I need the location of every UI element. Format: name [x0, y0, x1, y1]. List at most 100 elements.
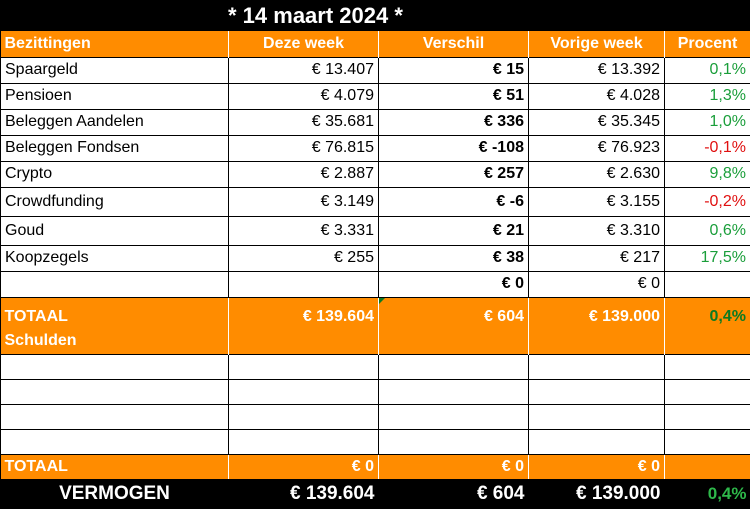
header-difference[interactable]: Verschil	[379, 31, 529, 57]
assets-total-last-week[interactable]: € 139.000	[529, 297, 665, 328]
asset-percent[interactable]: 1,0%	[665, 109, 750, 135]
asset-name[interactable]: Pensioen	[1, 83, 229, 109]
asset-this-week[interactable]: € 255	[229, 245, 379, 271]
debt-cell[interactable]	[379, 379, 529, 404]
sheet-title: * 14 maart 2024 *	[228, 0, 403, 31]
header-last-week[interactable]: Vorige week	[529, 31, 665, 57]
debt-cell[interactable]	[379, 404, 529, 429]
debt-cell[interactable]	[379, 354, 529, 379]
net-worth-percent[interactable]: 0,4%	[665, 479, 750, 509]
asset-this-week[interactable]: € 2.887	[229, 161, 379, 187]
net-worth-last-week[interactable]: € 139.000	[529, 479, 665, 509]
net-worth-table: Bezittingen Deze week Verschil Vorige we…	[0, 31, 750, 509]
debt-cell[interactable]	[1, 354, 229, 379]
asset-diff[interactable]: € 38	[379, 245, 529, 271]
debt-cell[interactable]	[1, 429, 229, 454]
debts-header-cell[interactable]	[379, 328, 529, 354]
debt-cell[interactable]	[665, 379, 750, 404]
debts-total-row: TOTAAL € 0 € 0 € 0	[1, 454, 750, 479]
asset-this-week[interactable]: € 76.815	[229, 135, 379, 161]
asset-name[interactable]: Crypto	[1, 161, 229, 187]
asset-name[interactable]: Spaargeld	[1, 57, 229, 83]
asset-last-week[interactable]: € 2.630	[529, 161, 665, 187]
debt-cell[interactable]	[529, 404, 665, 429]
asset-diff[interactable]: € 21	[379, 216, 529, 245]
assets-total-label[interactable]: TOTAAL	[1, 297, 229, 328]
debts-total-last-week[interactable]: € 0	[529, 454, 665, 479]
asset-this-week[interactable]: € 4.079	[229, 83, 379, 109]
debt-cell[interactable]	[379, 429, 529, 454]
asset-name[interactable]: Beleggen Fondsen	[1, 135, 229, 161]
debt-cell[interactable]	[229, 404, 379, 429]
debts-total-percent[interactable]	[665, 454, 750, 479]
assets-total-percent[interactable]: 0,4%	[665, 297, 750, 328]
table-row: Pensioen € 4.079 € 51 € 4.028 1,3%	[1, 83, 750, 109]
debt-cell[interactable]	[529, 354, 665, 379]
asset-name[interactable]	[1, 271, 229, 297]
debts-header-cell[interactable]	[529, 328, 665, 354]
asset-this-week[interactable]: € 3.331	[229, 216, 379, 245]
table-row: Beleggen Fondsen € 76.815 € -108 € 76.92…	[1, 135, 750, 161]
net-worth-label[interactable]: VERMOGEN	[1, 479, 229, 509]
asset-this-week[interactable]: € 13.407	[229, 57, 379, 83]
header-this-week[interactable]: Deze week	[229, 31, 379, 57]
debt-row	[1, 354, 750, 379]
asset-last-week[interactable]: € 76.923	[529, 135, 665, 161]
header-percent[interactable]: Procent	[665, 31, 750, 57]
debts-header-cell[interactable]	[665, 328, 750, 354]
asset-last-week[interactable]: € 217	[529, 245, 665, 271]
debt-cell[interactable]	[229, 429, 379, 454]
header-row: Bezittingen Deze week Verschil Vorige we…	[1, 31, 750, 57]
debts-header-cell[interactable]	[229, 328, 379, 354]
debt-cell[interactable]	[665, 429, 750, 454]
debts-total-this-week[interactable]: € 0	[229, 454, 379, 479]
asset-diff[interactable]: € 257	[379, 161, 529, 187]
asset-diff[interactable]: € 51	[379, 83, 529, 109]
asset-this-week[interactable]: € 35.681	[229, 109, 379, 135]
debts-header[interactable]: Schulden	[1, 328, 229, 354]
asset-percent[interactable]: -0,1%	[665, 135, 750, 161]
asset-last-week[interactable]: € 3.155	[529, 187, 665, 216]
asset-percent[interactable]: 0,6%	[665, 216, 750, 245]
debt-cell[interactable]	[529, 429, 665, 454]
header-assets[interactable]: Bezittingen	[1, 31, 229, 57]
asset-this-week[interactable]: € 3.149	[229, 187, 379, 216]
asset-percent[interactable]	[665, 271, 750, 297]
asset-name[interactable]: Crowdfunding	[1, 187, 229, 216]
asset-diff[interactable]: € 336	[379, 109, 529, 135]
asset-last-week[interactable]: € 35.345	[529, 109, 665, 135]
asset-diff[interactable]: € 0	[379, 271, 529, 297]
asset-last-week[interactable]: € 13.392	[529, 57, 665, 83]
net-worth-this-week[interactable]: € 139.604	[229, 479, 379, 509]
debt-cell[interactable]	[229, 379, 379, 404]
asset-diff[interactable]: € 15	[379, 57, 529, 83]
asset-last-week[interactable]: € 0	[529, 271, 665, 297]
asset-this-week[interactable]	[229, 271, 379, 297]
asset-name[interactable]: Koopzegels	[1, 245, 229, 271]
asset-last-week[interactable]: € 4.028	[529, 83, 665, 109]
asset-diff[interactable]: € -108	[379, 135, 529, 161]
debts-total-label[interactable]: TOTAAL	[1, 454, 229, 479]
debt-cell[interactable]	[665, 404, 750, 429]
assets-total-this-week[interactable]: € 139.604	[229, 297, 379, 328]
asset-percent[interactable]: 9,8%	[665, 161, 750, 187]
debt-cell[interactable]	[229, 354, 379, 379]
debt-cell[interactable]	[529, 379, 665, 404]
asset-diff[interactable]: € -6	[379, 187, 529, 216]
assets-total-diff[interactable]: € 604	[379, 297, 529, 328]
debt-row	[1, 379, 750, 404]
debt-cell[interactable]	[1, 404, 229, 429]
asset-percent[interactable]: 0,1%	[665, 57, 750, 83]
asset-last-week[interactable]: € 3.310	[529, 216, 665, 245]
debt-cell[interactable]	[665, 354, 750, 379]
net-worth-diff[interactable]: € 604	[379, 479, 529, 509]
asset-name[interactable]: Goud	[1, 216, 229, 245]
debts-total-diff[interactable]: € 0	[379, 454, 529, 479]
table-row: Beleggen Aandelen € 35.681 € 336 € 35.34…	[1, 109, 750, 135]
debt-cell[interactable]	[1, 379, 229, 404]
asset-percent[interactable]: -0,2%	[665, 187, 750, 216]
debt-row	[1, 404, 750, 429]
asset-name[interactable]: Beleggen Aandelen	[1, 109, 229, 135]
asset-percent[interactable]: 1,3%	[665, 83, 750, 109]
asset-percent[interactable]: 17,5%	[665, 245, 750, 271]
